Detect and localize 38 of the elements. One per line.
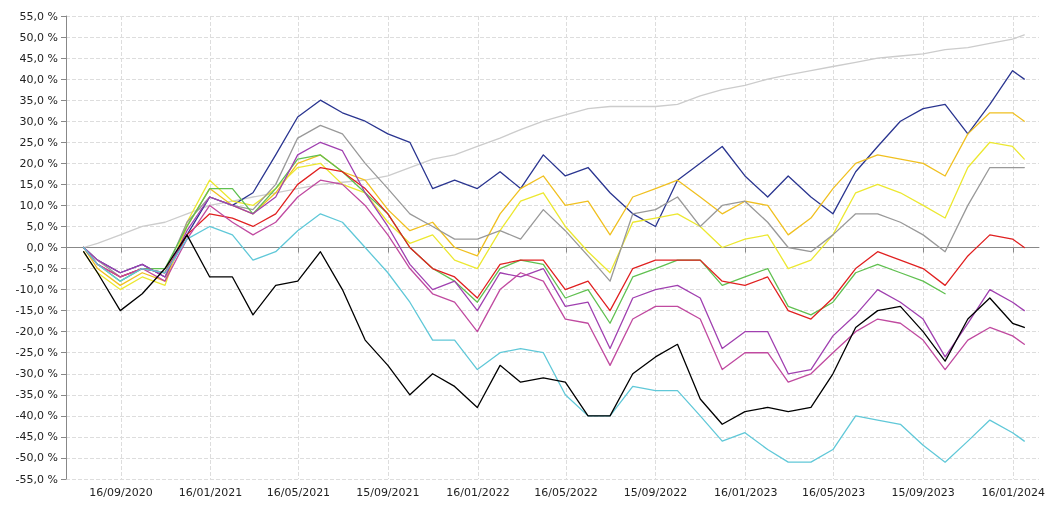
y-tick-label: 15,0 % bbox=[19, 177, 58, 191]
x-tick-label: 16/01/2024 bbox=[981, 486, 1045, 499]
line-series bbox=[82, 234, 1025, 425]
y-tick-label: -35,0 % bbox=[15, 388, 58, 402]
y-tick-label: 35,0 % bbox=[19, 93, 58, 107]
x-tick-label: 16/05/2022 bbox=[534, 486, 598, 499]
y-tick-label: -50,0 % bbox=[15, 451, 58, 465]
y-tick-label: 55,0 % bbox=[19, 9, 58, 23]
y-tick-label: -5,0 % bbox=[22, 262, 58, 276]
y-tick-label: -30,0 % bbox=[15, 367, 58, 381]
y-tick-label: -10,0 % bbox=[15, 283, 58, 297]
x-tick-label: 16/05/2023 bbox=[801, 486, 866, 499]
x-tick-label: 15/09/2022 bbox=[623, 486, 688, 499]
x-tick-label: 15/09/2023 bbox=[891, 486, 955, 499]
y-tick-label: 40,0 % bbox=[19, 72, 58, 86]
y-tick-label: 0,0 % bbox=[26, 241, 58, 254]
line-series bbox=[82, 141, 1025, 375]
x-tick-label: 16/01/2022 bbox=[446, 486, 510, 499]
y-tick-label: 45,0 % bbox=[19, 51, 58, 65]
y-tick-label: -40,0 % bbox=[15, 409, 58, 423]
y-tick-label: -20,0 % bbox=[15, 325, 58, 339]
y-tick-label: 25,0 % bbox=[19, 135, 58, 149]
y-tick-label: 20,0 % bbox=[19, 156, 58, 170]
y-tick-label: 10,0 % bbox=[19, 198, 58, 212]
x-tick-label: 16/09/2020 bbox=[89, 486, 153, 499]
line-series bbox=[82, 213, 1025, 463]
x-tick-label: 16/01/2021 bbox=[178, 486, 243, 499]
x-tick-label: 16/01/2023 bbox=[713, 486, 778, 499]
y-tick-label: 50,0 % bbox=[19, 30, 58, 44]
y-tick-label: -15,0 % bbox=[15, 304, 58, 318]
line-series bbox=[82, 34, 1025, 249]
y-tick-label: -25,0 % bbox=[15, 346, 58, 360]
y-tick-label: -55,0 % bbox=[15, 472, 58, 486]
y-tick-label: 5,0 % bbox=[26, 219, 58, 233]
x-tick-label: 16/05/2021 bbox=[266, 486, 331, 499]
y-tick-label: 30,0 % bbox=[19, 114, 58, 128]
x-tick-label: 15/09/2021 bbox=[356, 486, 420, 499]
y-tick-label: -45,0 % bbox=[15, 430, 58, 444]
